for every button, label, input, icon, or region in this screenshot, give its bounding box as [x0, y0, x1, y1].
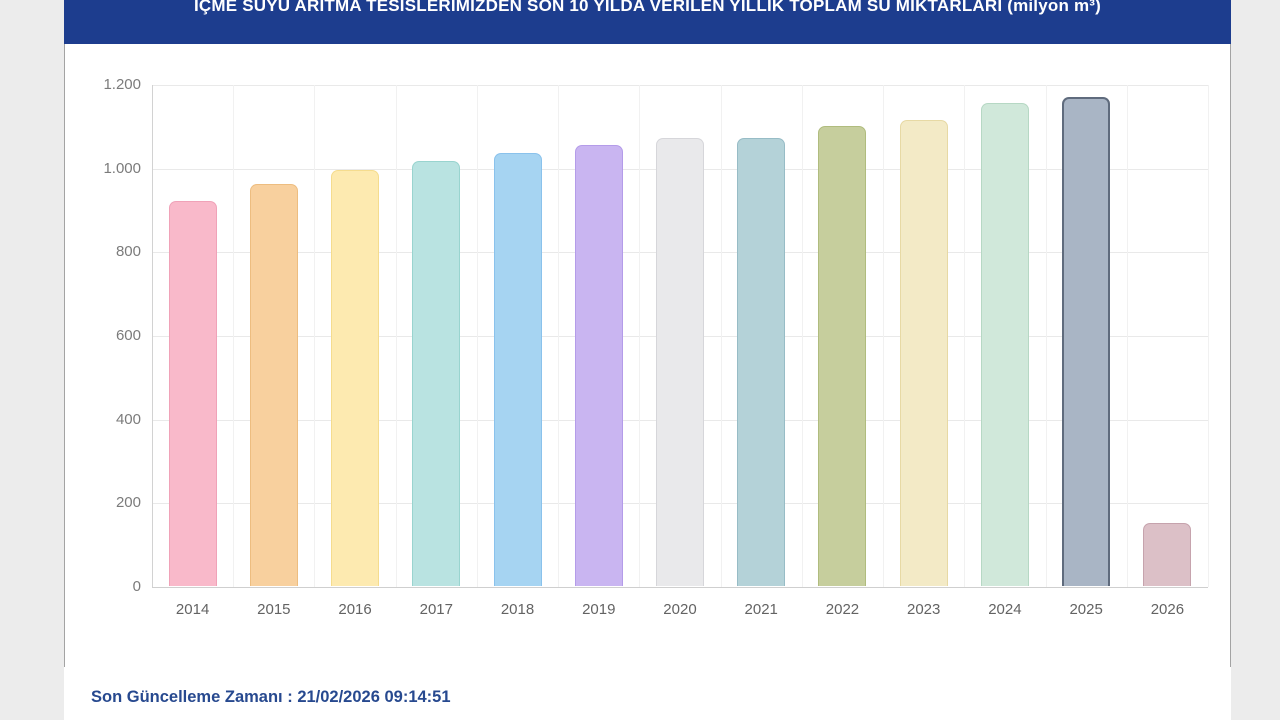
gridline-x [314, 85, 315, 587]
chart-header: İÇME SUYU ARITMA TESİSLERİMİZDEN SON 10 … [64, 0, 1231, 44]
footer-separator: : [282, 688, 298, 706]
bar-2018[interactable] [493, 153, 542, 586]
x-tick-label-2018: 2018 [500, 601, 535, 618]
x-tick-label-2024: 2024 [988, 601, 1022, 618]
x-tick-label-2016: 2016 [338, 601, 372, 618]
gridline-x [639, 85, 640, 587]
y-tick-label-600: 600 [115, 327, 141, 344]
bar-2019[interactable] [574, 145, 623, 586]
y-tick-label-0: 0 [132, 578, 141, 595]
y-axis: 0 200 400 600 800 1.000 1.200 [65, 77, 141, 595]
plot-area [152, 85, 1209, 588]
gridline-x [964, 85, 965, 587]
dashboard-card: İÇME SUYU ARITMA TESİSLERİMİZDEN SON 10 … [64, 0, 1231, 720]
chart-title: İÇME SUYU ARITMA TESİSLERİMİZDEN SON 10 … [193, 0, 1102, 15]
gridline-x [558, 85, 559, 587]
last-update-label: Son Güncelleme Zamanı [91, 688, 283, 706]
gridline-y-1.200 [152, 85, 1208, 86]
y-tick-label-400: 400 [115, 410, 141, 428]
gridline-x [1046, 85, 1047, 587]
x-tick-label-2025: 2025 [1069, 601, 1103, 618]
gridline-y-0 [152, 587, 1208, 588]
y-tick-label-1.000: 1.000 [103, 159, 141, 177]
gridline-x [883, 85, 884, 587]
x-tick-label-2015: 2015 [257, 601, 291, 618]
x-tick-label-2019: 2019 [582, 601, 616, 618]
x-tick-label-2023: 2023 [906, 601, 941, 618]
x-tick-label-2017: 2017 [419, 601, 453, 618]
x-tick-label-2021: 2021 [744, 601, 778, 618]
y-tick-label-1.200: 1.200 [103, 76, 141, 93]
last-update-value: 21/02/2026 09:14:51 [297, 688, 451, 706]
y-tick-label-800: 800 [115, 243, 141, 261]
gridline-x [1208, 85, 1209, 587]
x-tick-label-2020: 2020 [663, 601, 697, 618]
bar-2023[interactable] [899, 120, 948, 586]
x-tick-label-2014: 2014 [175, 601, 210, 618]
bar-2025[interactable] [1062, 97, 1111, 586]
gridline-x [396, 85, 397, 587]
footer: Son Güncelleme Zamanı : 21/02/2026 09:14… [64, 667, 1231, 707]
gridline-x [233, 85, 234, 587]
bar-2026[interactable] [1143, 523, 1192, 586]
y-axis-line [152, 85, 153, 587]
bar-2022[interactable] [818, 126, 867, 586]
bar-2016[interactable] [331, 170, 380, 586]
bar-2014[interactable] [168, 201, 217, 586]
bar-2020[interactable] [656, 138, 704, 586]
bar-2017[interactable] [412, 161, 461, 586]
x-tick-label-2022: 2022 [825, 601, 860, 618]
gridline-x [477, 85, 478, 587]
x-tick-label-2026: 2026 [1150, 601, 1185, 618]
bar-2021[interactable] [737, 138, 786, 586]
y-tick-label-200: 200 [115, 494, 141, 512]
gridline-x [721, 85, 722, 587]
chart-area: 0 200 400 600 800 1.000 1.200 2014 2015 2016 2017… [64, 44, 1231, 667]
gridline-x [802, 85, 803, 587]
gridline-x [1127, 85, 1128, 587]
bar-2024[interactable] [980, 103, 1029, 586]
bar-2015[interactable] [249, 184, 298, 586]
